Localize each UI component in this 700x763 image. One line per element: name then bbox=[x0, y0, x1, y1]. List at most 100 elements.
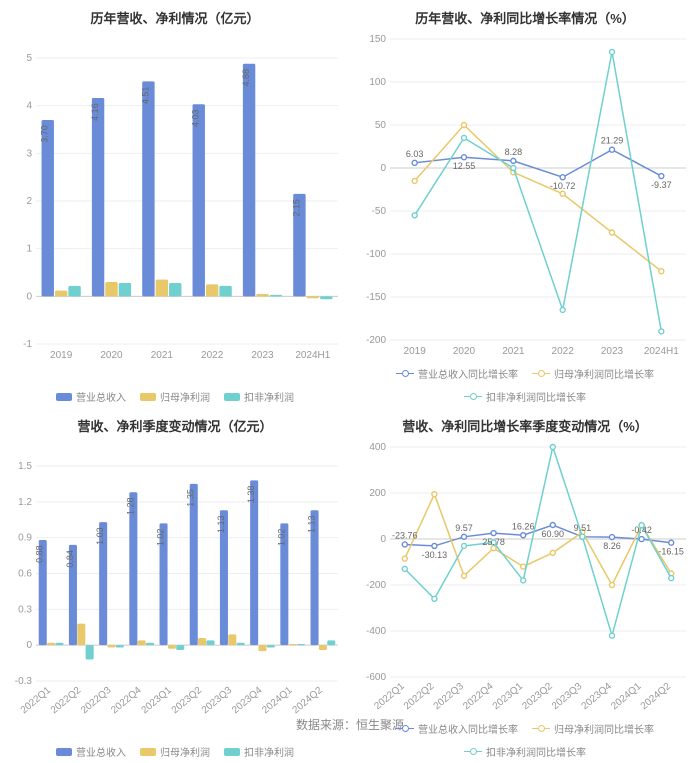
svg-text:4.16: 4.16 bbox=[90, 103, 100, 121]
svg-text:0.3: 0.3 bbox=[18, 604, 32, 615]
svg-text:2022Q4: 2022Q4 bbox=[461, 681, 496, 713]
svg-text:0: 0 bbox=[380, 163, 386, 174]
svg-text:8.26: 8.26 bbox=[603, 541, 621, 551]
svg-text:2023Q2: 2023Q2 bbox=[170, 685, 205, 717]
svg-text:2022Q1: 2022Q1 bbox=[19, 685, 54, 717]
svg-text:0: 0 bbox=[380, 534, 386, 545]
legend-swatch bbox=[532, 369, 550, 379]
plot-area: -600-400-2000200400-23.76-30.139.5725.78… bbox=[356, 441, 694, 717]
svg-text:0: 0 bbox=[26, 640, 32, 651]
svg-text:2019: 2019 bbox=[50, 350, 73, 361]
legend-item: 营业总收入 bbox=[56, 744, 126, 759]
svg-text:-9.37: -9.37 bbox=[651, 180, 672, 190]
svg-text:2021: 2021 bbox=[151, 350, 174, 361]
legend-label: 营业总收入 bbox=[76, 744, 126, 759]
panel-bottom-left: 营收、净利季度变动情况（亿元） -0.300.30.60.91.21.50.88… bbox=[0, 408, 350, 763]
plot-area: -200-150-100-500501001506.0312.558.28-10… bbox=[356, 33, 694, 362]
svg-text:-0.3: -0.3 bbox=[15, 676, 33, 687]
svg-text:2024Q2: 2024Q2 bbox=[290, 685, 325, 717]
svg-text:2023: 2023 bbox=[251, 350, 274, 361]
legend-swatch bbox=[396, 724, 414, 734]
legend-label: 归母净利润 bbox=[160, 389, 210, 404]
plot-area: -0.300.30.60.91.21.50.882022Q10.842022Q2… bbox=[6, 441, 344, 740]
svg-text:2022Q2: 2022Q2 bbox=[402, 681, 437, 713]
panel-title: 历年营收、净利情况（亿元） bbox=[6, 8, 344, 27]
svg-text:2: 2 bbox=[26, 196, 32, 207]
panel-top-right: 历年营收、净利同比增长率情况（%） -200-150-100-500501001… bbox=[350, 0, 700, 408]
panel-title: 历年营收、净利同比增长率情况（%） bbox=[356, 8, 694, 27]
svg-text:12.55: 12.55 bbox=[453, 161, 476, 171]
svg-text:0.6: 0.6 bbox=[18, 569, 32, 580]
legend-swatch bbox=[224, 748, 240, 756]
svg-text:-400: -400 bbox=[366, 626, 386, 637]
legend-item: 归母净利润同比增长率 bbox=[532, 366, 654, 381]
svg-text:-200: -200 bbox=[366, 580, 386, 591]
svg-text:2024Q1: 2024Q1 bbox=[260, 685, 295, 717]
svg-text:-0.42: -0.42 bbox=[631, 525, 652, 535]
svg-text:0.9: 0.9 bbox=[18, 533, 32, 544]
svg-text:100: 100 bbox=[369, 77, 386, 88]
legend-swatch bbox=[56, 748, 72, 756]
svg-text:1.2: 1.2 bbox=[18, 497, 32, 508]
svg-text:4.51: 4.51 bbox=[140, 87, 150, 105]
svg-text:2.15: 2.15 bbox=[291, 199, 301, 217]
legend-swatch bbox=[532, 724, 550, 734]
svg-text:4: 4 bbox=[26, 101, 32, 112]
svg-text:1: 1 bbox=[26, 244, 32, 255]
svg-text:2022Q1: 2022Q1 bbox=[372, 681, 407, 713]
svg-text:1.28: 1.28 bbox=[125, 498, 135, 516]
panel-bottom-right: 营收、净利同比增长率季度变动情况（%） -600-400-2000200400-… bbox=[350, 408, 700, 763]
svg-text:2023Q1: 2023Q1 bbox=[139, 685, 174, 717]
svg-text:2023Q3: 2023Q3 bbox=[550, 681, 585, 713]
svg-text:200: 200 bbox=[369, 488, 386, 499]
legend-label: 扣非净利润 bbox=[244, 389, 294, 404]
legend-item: 归母净利润 bbox=[140, 389, 210, 404]
svg-text:2020: 2020 bbox=[100, 350, 123, 361]
legend-label: 扣非净利润同比增长率 bbox=[486, 744, 586, 759]
svg-text:4.03: 4.03 bbox=[191, 109, 201, 127]
legend-label: 归母净利润 bbox=[160, 744, 210, 759]
svg-text:2023: 2023 bbox=[601, 346, 624, 357]
svg-text:0: 0 bbox=[26, 291, 32, 302]
svg-text:2019: 2019 bbox=[404, 346, 427, 357]
svg-text:1.5: 1.5 bbox=[18, 461, 32, 472]
svg-text:1.35: 1.35 bbox=[186, 489, 196, 507]
legend-item: 营业总收入 bbox=[56, 389, 126, 404]
svg-text:60.90: 60.90 bbox=[542, 529, 565, 539]
svg-text:-600: -600 bbox=[366, 672, 386, 683]
svg-text:-23.76: -23.76 bbox=[392, 530, 418, 540]
svg-text:2022Q3: 2022Q3 bbox=[79, 685, 114, 717]
legend-label: 扣非净利润 bbox=[244, 744, 294, 759]
legend-item: 归母净利润 bbox=[140, 744, 210, 759]
svg-text:2023Q4: 2023Q4 bbox=[230, 685, 265, 717]
svg-text:9.51: 9.51 bbox=[574, 523, 592, 533]
svg-text:1.02: 1.02 bbox=[156, 529, 166, 547]
legend-label: 扣非净利润同比增长率 bbox=[486, 389, 586, 404]
legend-label: 营业总收入 bbox=[76, 389, 126, 404]
plot-area: -10123453.7020194.1620204.5120214.032022… bbox=[6, 33, 344, 385]
svg-text:2020: 2020 bbox=[453, 346, 476, 357]
svg-text:3.70: 3.70 bbox=[40, 125, 50, 143]
svg-text:25.78: 25.78 bbox=[482, 537, 505, 547]
svg-text:2022: 2022 bbox=[552, 346, 575, 357]
svg-text:400: 400 bbox=[369, 442, 386, 453]
legend-swatch bbox=[464, 747, 482, 757]
svg-text:2023Q3: 2023Q3 bbox=[200, 685, 235, 717]
legend-swatch bbox=[464, 392, 482, 402]
svg-text:2023Q4: 2023Q4 bbox=[580, 681, 615, 713]
svg-text:1.13: 1.13 bbox=[216, 515, 226, 533]
svg-text:1.03: 1.03 bbox=[95, 527, 105, 545]
legend-swatch bbox=[396, 369, 414, 379]
svg-text:2024Q2: 2024Q2 bbox=[639, 681, 674, 713]
legend: 营业总收入 归母净利润 扣非净利润 bbox=[6, 389, 344, 404]
svg-text:4.88: 4.88 bbox=[241, 69, 251, 87]
legend-item: 扣非净利润 bbox=[224, 744, 294, 759]
svg-text:2024H1: 2024H1 bbox=[295, 350, 330, 361]
svg-text:2021: 2021 bbox=[502, 346, 525, 357]
svg-text:-30.13: -30.13 bbox=[422, 550, 448, 560]
legend-label: 归母净利润同比增长率 bbox=[554, 366, 654, 381]
svg-text:5: 5 bbox=[26, 53, 32, 64]
svg-text:2022Q3: 2022Q3 bbox=[432, 681, 467, 713]
legend-swatch bbox=[140, 393, 156, 401]
svg-text:6.03: 6.03 bbox=[406, 149, 424, 159]
